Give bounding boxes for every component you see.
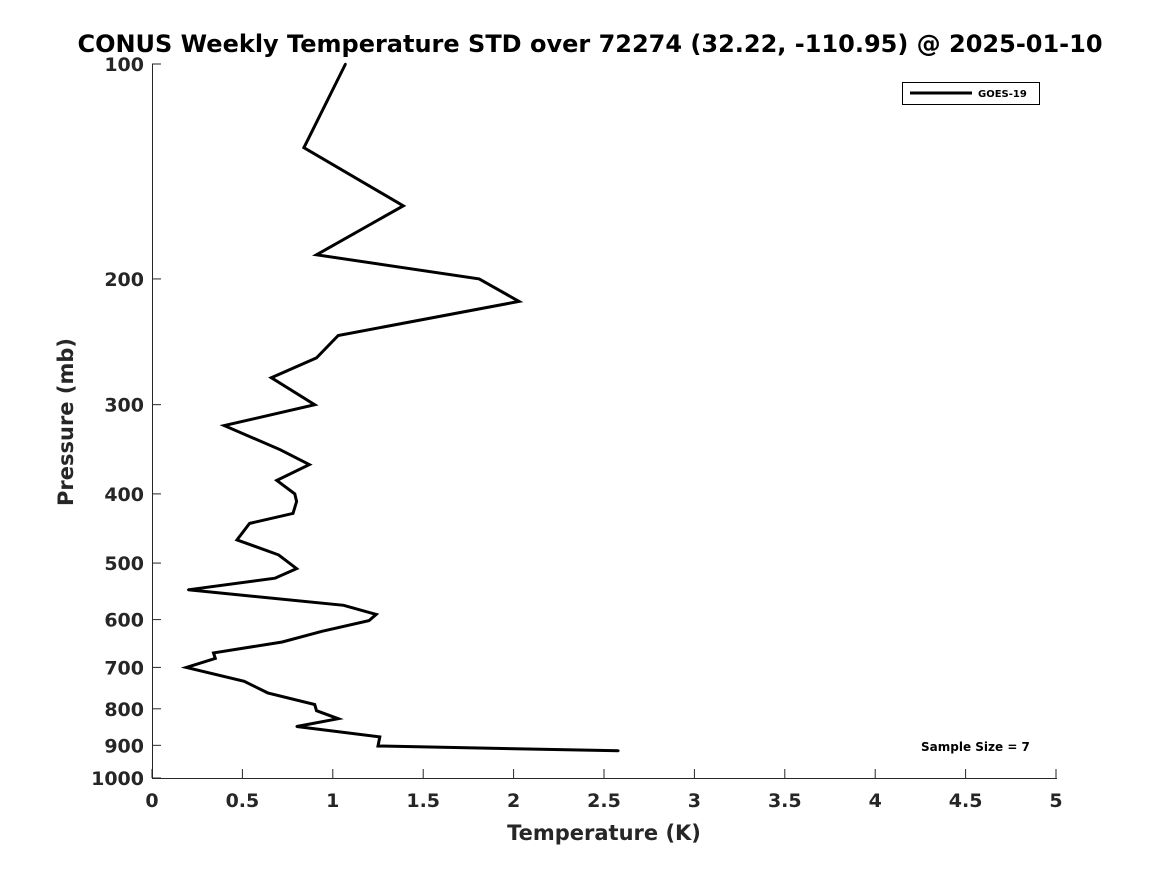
data-point xyxy=(275,479,278,482)
data-point xyxy=(337,717,340,720)
y-tick-label: 500 xyxy=(104,553,144,575)
y-tick-label: 800 xyxy=(104,699,144,721)
y-ticks: 100 200 300 400 500 600 700 800 900 1000 xyxy=(91,54,161,790)
data-point xyxy=(293,492,297,496)
data-point xyxy=(270,376,273,379)
x-tick-label: 0 xyxy=(145,790,158,812)
sample-size-annotation: Sample Size = 7 xyxy=(921,740,1030,754)
x-tick-label: 4 xyxy=(869,790,882,812)
data-point xyxy=(280,640,284,644)
data-point xyxy=(342,604,345,607)
data-point xyxy=(517,300,521,303)
data-point xyxy=(478,277,481,281)
data-point xyxy=(302,146,306,149)
x-tick-label: 2.5 xyxy=(587,790,621,812)
data-point xyxy=(315,709,318,712)
data-point xyxy=(295,725,298,728)
x-tick-label: 1 xyxy=(326,790,339,812)
x-tick-label: 0.5 xyxy=(226,790,260,812)
data-point xyxy=(313,703,316,706)
data-point xyxy=(315,356,318,360)
legend: GOES-19 xyxy=(902,82,1040,105)
data-point xyxy=(320,630,324,633)
x-tick-label: 1.5 xyxy=(406,790,440,812)
y-axis-label: Pressure (mb) xyxy=(54,338,78,506)
x-tick-label: 3.5 xyxy=(768,790,802,812)
data-point xyxy=(279,448,282,451)
data-point xyxy=(374,613,378,616)
data-point xyxy=(295,567,298,570)
data-point xyxy=(308,463,311,466)
data-point xyxy=(186,588,190,591)
y-tick-label: 700 xyxy=(104,657,144,679)
y-tick-label: 1000 xyxy=(91,768,144,790)
x-tick-label: 5 xyxy=(1049,790,1062,812)
data-point xyxy=(185,666,188,669)
x-ticks: 0 0.5 1 1.5 2 2.5 3 3.5 4 4.5 5 xyxy=(145,769,1063,812)
y-tick-label: 300 xyxy=(104,395,144,417)
data-point xyxy=(337,334,340,337)
x-tick-label: 4.5 xyxy=(949,790,983,812)
data-point xyxy=(315,253,318,256)
data-point xyxy=(266,691,269,695)
x-tick-label: 3 xyxy=(688,790,701,812)
data-point xyxy=(402,204,405,208)
data-point xyxy=(291,512,295,515)
series-line-goes-19 xyxy=(180,63,619,753)
data-point xyxy=(277,553,280,557)
legend-label-goes-19: GOES-19 xyxy=(978,89,1027,100)
x-tick-label: 2 xyxy=(507,790,520,812)
series-layer xyxy=(180,62,620,753)
data-point xyxy=(313,403,316,406)
y-tick-label: 400 xyxy=(104,484,144,506)
data-point xyxy=(248,522,251,525)
data-point xyxy=(617,749,620,752)
y-tick-label: 100 xyxy=(104,54,144,76)
y-tick-label: 900 xyxy=(104,735,144,757)
data-point xyxy=(235,538,239,542)
data-point xyxy=(214,657,217,660)
data-point xyxy=(376,744,380,748)
x-axis-label: Temperature (K) xyxy=(507,821,701,845)
data-point xyxy=(367,619,371,622)
data-point xyxy=(295,500,298,503)
data-point xyxy=(378,735,382,739)
data-point xyxy=(243,680,246,683)
y-tick-label: 200 xyxy=(104,269,144,291)
y-tick-label: 600 xyxy=(104,610,144,632)
data-point xyxy=(212,651,215,655)
chart-title: CONUS Weekly Temperature STD over 72274 … xyxy=(77,30,1102,58)
data-point xyxy=(344,62,347,66)
plot-frame xyxy=(152,64,1057,779)
data-point xyxy=(223,424,226,427)
data-point xyxy=(273,576,277,580)
